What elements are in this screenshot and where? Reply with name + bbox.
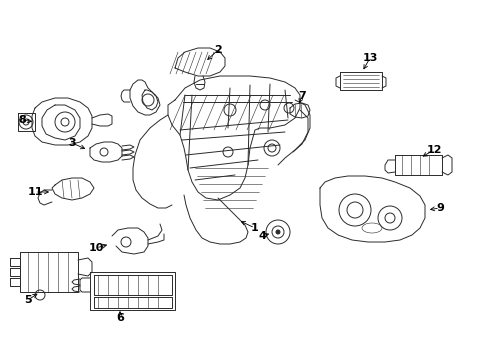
Text: 11: 11 — [27, 187, 43, 197]
Text: 7: 7 — [298, 91, 306, 101]
Text: 4: 4 — [258, 231, 266, 241]
Circle shape — [276, 230, 280, 234]
Text: 5: 5 — [24, 295, 32, 305]
Text: 9: 9 — [436, 203, 444, 213]
Text: 12: 12 — [426, 145, 442, 155]
Text: 2: 2 — [214, 45, 222, 55]
Text: 10: 10 — [88, 243, 104, 253]
Text: 13: 13 — [362, 53, 378, 63]
Text: 1: 1 — [251, 223, 259, 233]
Text: 3: 3 — [68, 138, 76, 148]
Text: 6: 6 — [116, 313, 124, 323]
Text: 8: 8 — [18, 115, 26, 125]
